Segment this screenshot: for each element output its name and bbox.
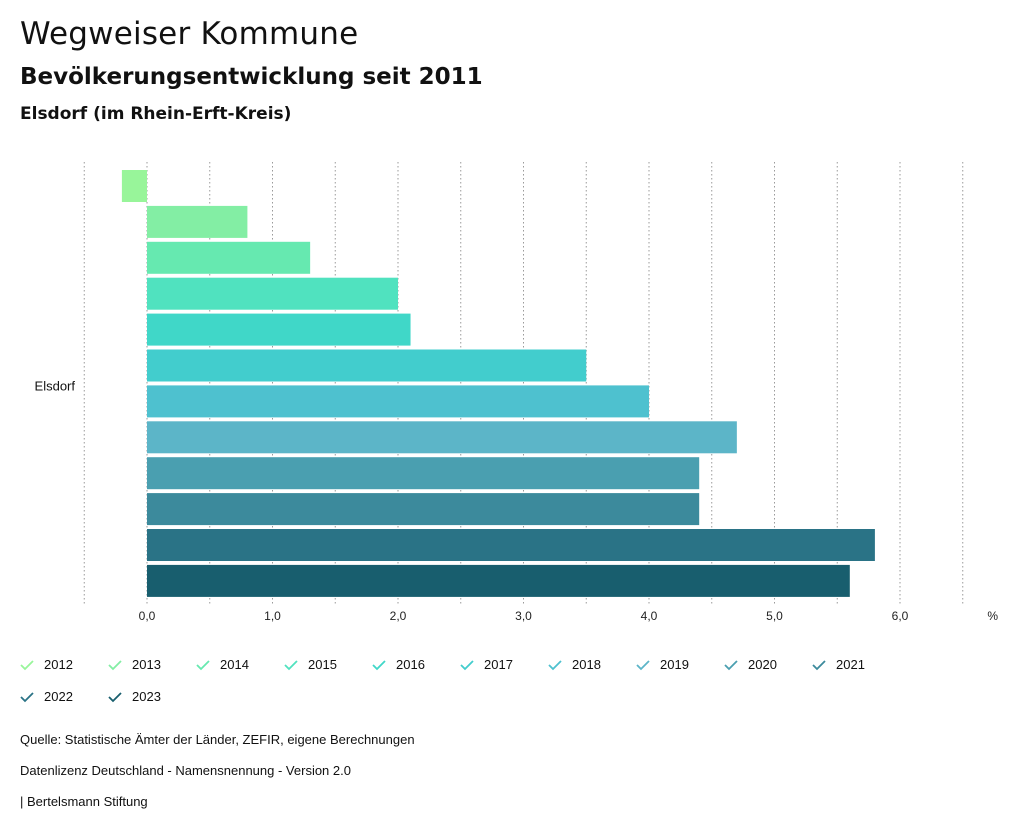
legend-label: 2016: [396, 657, 425, 672]
legend-label: 2018: [572, 657, 601, 672]
bar-2017: [147, 349, 587, 382]
x-tick-label: 2,0: [390, 609, 407, 623]
legend-item-2023[interactable]: 2023: [108, 689, 161, 704]
legend-label: 2012: [44, 657, 73, 672]
bar-2018: [147, 385, 649, 418]
source-text: Quelle: Statistische Ämter der Länder, Z…: [20, 732, 415, 747]
check-icon: [548, 659, 562, 670]
bar-2014: [147, 241, 311, 274]
legend-item-2016[interactable]: 2016: [372, 657, 425, 672]
bar-2013: [147, 205, 248, 238]
legend-label: 2019: [660, 657, 689, 672]
check-icon: [108, 659, 122, 670]
check-icon: [20, 691, 34, 702]
legend-label: 2017: [484, 657, 513, 672]
legend-item-2012[interactable]: 2012: [20, 657, 73, 672]
x-axis-unit: %: [987, 609, 998, 623]
legend-item-2021[interactable]: 2021: [812, 657, 865, 672]
legend-item-2020[interactable]: 2020: [724, 657, 777, 672]
legend-item-2022[interactable]: 2022: [20, 689, 73, 704]
region-label: Elsdorf (im Rhein-Erft-Kreis): [20, 104, 292, 124]
bar-2012: [121, 170, 147, 202]
x-tick-label: 3,0: [515, 609, 532, 623]
bar-2015: [147, 277, 398, 310]
license-text: Datenlizenz Deutschland - Namensnennung …: [20, 763, 351, 778]
category-label: Elsdorf: [35, 378, 76, 393]
legend-item-2014[interactable]: 2014: [196, 657, 249, 672]
x-tick-label: 0,0: [139, 609, 156, 623]
x-tick-label: 4,0: [641, 609, 658, 623]
legend-item-2013[interactable]: 2013: [108, 657, 161, 672]
check-icon: [20, 659, 34, 670]
bar-chart: 0,0 1,0 2,0 3,0 4,0 5,0 6,0 % Elsdorf: [35, 162, 998, 623]
legend-label: 2013: [132, 657, 161, 672]
check-icon: [812, 659, 826, 670]
x-tick-label: 6,0: [892, 609, 909, 623]
chart-subtitle: Bevölkerungsentwicklung seit 2011: [20, 64, 483, 90]
legend-label: 2021: [836, 657, 865, 672]
bar-2021: [147, 493, 700, 526]
bar-2023: [147, 564, 850, 597]
legend-label: 2014: [220, 657, 249, 672]
check-icon: [724, 659, 738, 670]
legend-item-2017[interactable]: 2017: [460, 657, 513, 672]
check-icon: [196, 659, 210, 670]
check-icon: [372, 659, 386, 670]
publisher-text: | Bertelsmann Stiftung: [20, 794, 148, 809]
legend-label: 2020: [748, 657, 777, 672]
check-icon: [460, 659, 474, 670]
bar-2022: [147, 529, 875, 561]
legend-item-2015[interactable]: 2015: [284, 657, 337, 672]
bar-2016: [147, 313, 411, 346]
legend-label: 2015: [308, 657, 337, 672]
bar-2020: [147, 457, 700, 490]
check-icon: [284, 659, 298, 670]
legend-item-2019[interactable]: 2019: [636, 657, 689, 672]
x-tick-label: 1,0: [264, 609, 281, 623]
check-icon: [636, 659, 650, 670]
legend-item-2018[interactable]: 2018: [548, 657, 601, 672]
bar-2019: [147, 421, 737, 454]
x-tick-label: 5,0: [766, 609, 783, 623]
legend-label: 2022: [44, 689, 73, 704]
check-icon: [108, 691, 122, 702]
legend-label: 2023: [132, 689, 161, 704]
chart-title: Wegweiser Kommune: [20, 16, 359, 52]
